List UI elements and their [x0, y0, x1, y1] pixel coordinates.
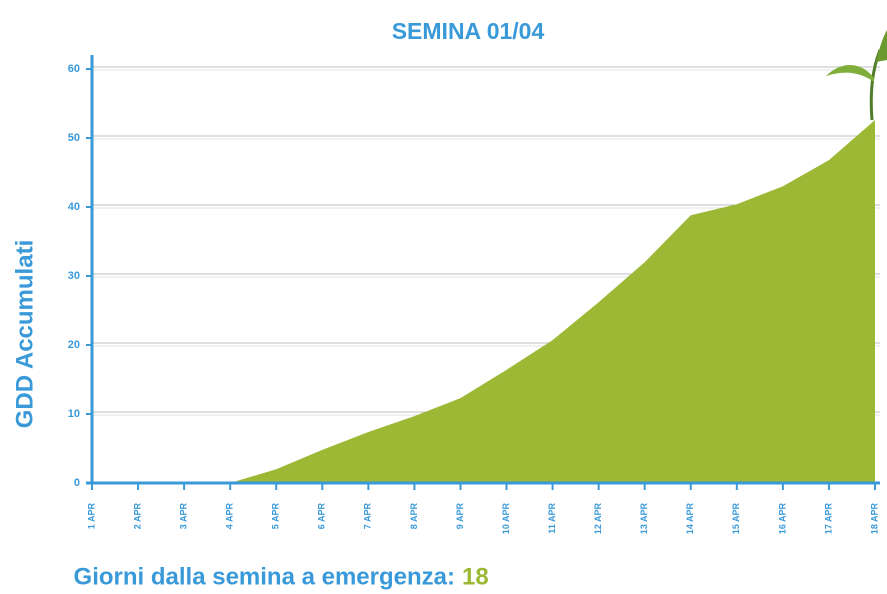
page: SEMINA 01/04 GDD Accumulati Giorni dalla… [0, 0, 887, 594]
x-tick-label: 17 APR [823, 503, 833, 535]
area [92, 120, 875, 483]
x-tick-label: 16 APR [777, 503, 787, 535]
x-tick-label: 4 APR [225, 503, 235, 530]
x-tick-label: 8 APR [409, 503, 419, 530]
x-tick-label: 6 APR [317, 503, 327, 530]
x-tick-label: 3 APR [178, 503, 188, 530]
y-tick-label: 50 [68, 132, 80, 144]
y-tick-label: 40 [68, 201, 80, 213]
x-tick-label: 7 APR [363, 503, 373, 530]
x-tick-label: 9 APR [455, 503, 465, 530]
y-tick-label: 10 [68, 408, 80, 420]
x-axis-title: Giorni dalla semina a emergenza: [74, 563, 455, 590]
plot-area: 0 10 20 30 40 50 60 1 APR 2 APR 3 APR 4 APR 5 APR 6 … [68, 55, 880, 534]
x-tick-label: 5 APR [271, 503, 281, 530]
x-tick-label: 15 APR [731, 503, 741, 535]
x-tick-label: 2 APR [132, 503, 142, 530]
chart: SEMINA 01/04 GDD Accumulati Giorni dalla… [0, 0, 887, 594]
y-axis-title: GDD Accumulati [11, 240, 38, 428]
plant-icon [826, 30, 887, 120]
y-tick-label: 20 [68, 339, 80, 351]
days-value: 18 [462, 563, 489, 590]
x-tick-label: 1 APR [86, 503, 96, 530]
x-tick-label: 10 APR [501, 503, 511, 535]
x-tick-label: 13 APR [639, 503, 649, 535]
y-tick-label: 30 [68, 270, 80, 282]
chart-title: SEMINA 01/04 [392, 18, 545, 44]
x-tick-label: 11 APR [547, 503, 557, 534]
y-tick-label: 60 [68, 63, 80, 75]
y-tick-label: 0 [74, 477, 80, 489]
x-tick-label: 18 APR [869, 503, 879, 535]
x-tick-label: 12 APR [593, 503, 603, 535]
x-tick-label: 14 APR [685, 503, 695, 535]
